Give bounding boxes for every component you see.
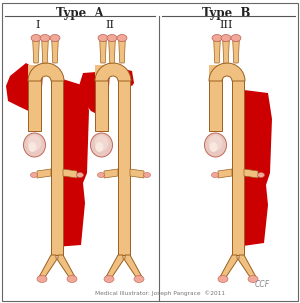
- Ellipse shape: [205, 133, 226, 157]
- Ellipse shape: [221, 35, 231, 42]
- Ellipse shape: [37, 275, 47, 282]
- Polygon shape: [220, 255, 237, 277]
- Text: CCF: CCF: [255, 280, 270, 289]
- Ellipse shape: [76, 172, 83, 178]
- Polygon shape: [28, 65, 41, 79]
- Wedge shape: [95, 63, 131, 81]
- Wedge shape: [28, 63, 64, 81]
- Polygon shape: [6, 63, 43, 116]
- Polygon shape: [37, 169, 51, 178]
- Polygon shape: [114, 67, 134, 86]
- Ellipse shape: [134, 275, 144, 282]
- Polygon shape: [209, 65, 222, 79]
- Ellipse shape: [50, 35, 60, 42]
- Ellipse shape: [28, 142, 37, 152]
- Polygon shape: [58, 255, 75, 277]
- Wedge shape: [209, 63, 245, 81]
- Polygon shape: [223, 41, 229, 63]
- Ellipse shape: [208, 135, 223, 151]
- Polygon shape: [233, 41, 239, 63]
- Polygon shape: [28, 79, 41, 131]
- Polygon shape: [104, 169, 118, 178]
- Ellipse shape: [98, 172, 104, 178]
- Polygon shape: [95, 79, 108, 131]
- Polygon shape: [42, 41, 48, 63]
- Polygon shape: [53, 76, 89, 247]
- Ellipse shape: [248, 275, 258, 282]
- Polygon shape: [63, 169, 77, 178]
- Polygon shape: [33, 41, 39, 63]
- Polygon shape: [244, 169, 258, 178]
- Ellipse shape: [257, 172, 265, 178]
- Ellipse shape: [40, 35, 50, 42]
- Polygon shape: [79, 71, 110, 119]
- Polygon shape: [236, 89, 272, 247]
- Text: Type  B: Type B: [202, 7, 250, 20]
- Ellipse shape: [212, 35, 222, 42]
- Polygon shape: [119, 41, 125, 63]
- Text: III: III: [219, 20, 233, 30]
- Polygon shape: [52, 41, 58, 63]
- Polygon shape: [232, 79, 244, 255]
- Polygon shape: [214, 41, 220, 63]
- Ellipse shape: [31, 35, 41, 42]
- Ellipse shape: [117, 35, 127, 42]
- Polygon shape: [100, 41, 106, 63]
- Ellipse shape: [91, 133, 112, 157]
- Ellipse shape: [107, 35, 117, 42]
- Polygon shape: [109, 41, 115, 63]
- Polygon shape: [51, 79, 63, 255]
- Ellipse shape: [218, 275, 228, 282]
- Polygon shape: [95, 65, 108, 79]
- Ellipse shape: [231, 35, 241, 42]
- Ellipse shape: [94, 135, 109, 151]
- Ellipse shape: [23, 133, 46, 157]
- Text: Medical Illustrator: Joseph Pangrace  ©2011: Medical Illustrator: Joseph Pangrace ©20…: [95, 290, 225, 296]
- Ellipse shape: [143, 172, 151, 178]
- Text: I: I: [36, 20, 40, 30]
- Ellipse shape: [209, 142, 217, 152]
- Ellipse shape: [31, 172, 38, 178]
- Text: II: II: [106, 20, 115, 30]
- Ellipse shape: [67, 275, 77, 282]
- Polygon shape: [218, 169, 232, 178]
- Ellipse shape: [98, 35, 108, 42]
- Text: Type  A: Type A: [56, 7, 104, 20]
- Polygon shape: [124, 255, 142, 277]
- Polygon shape: [130, 169, 144, 178]
- Polygon shape: [106, 255, 123, 277]
- Polygon shape: [238, 255, 256, 277]
- Polygon shape: [118, 79, 130, 255]
- Ellipse shape: [104, 275, 114, 282]
- Ellipse shape: [95, 142, 104, 152]
- Polygon shape: [39, 255, 56, 277]
- Polygon shape: [209, 79, 222, 131]
- Ellipse shape: [28, 135, 41, 151]
- Ellipse shape: [212, 172, 218, 178]
